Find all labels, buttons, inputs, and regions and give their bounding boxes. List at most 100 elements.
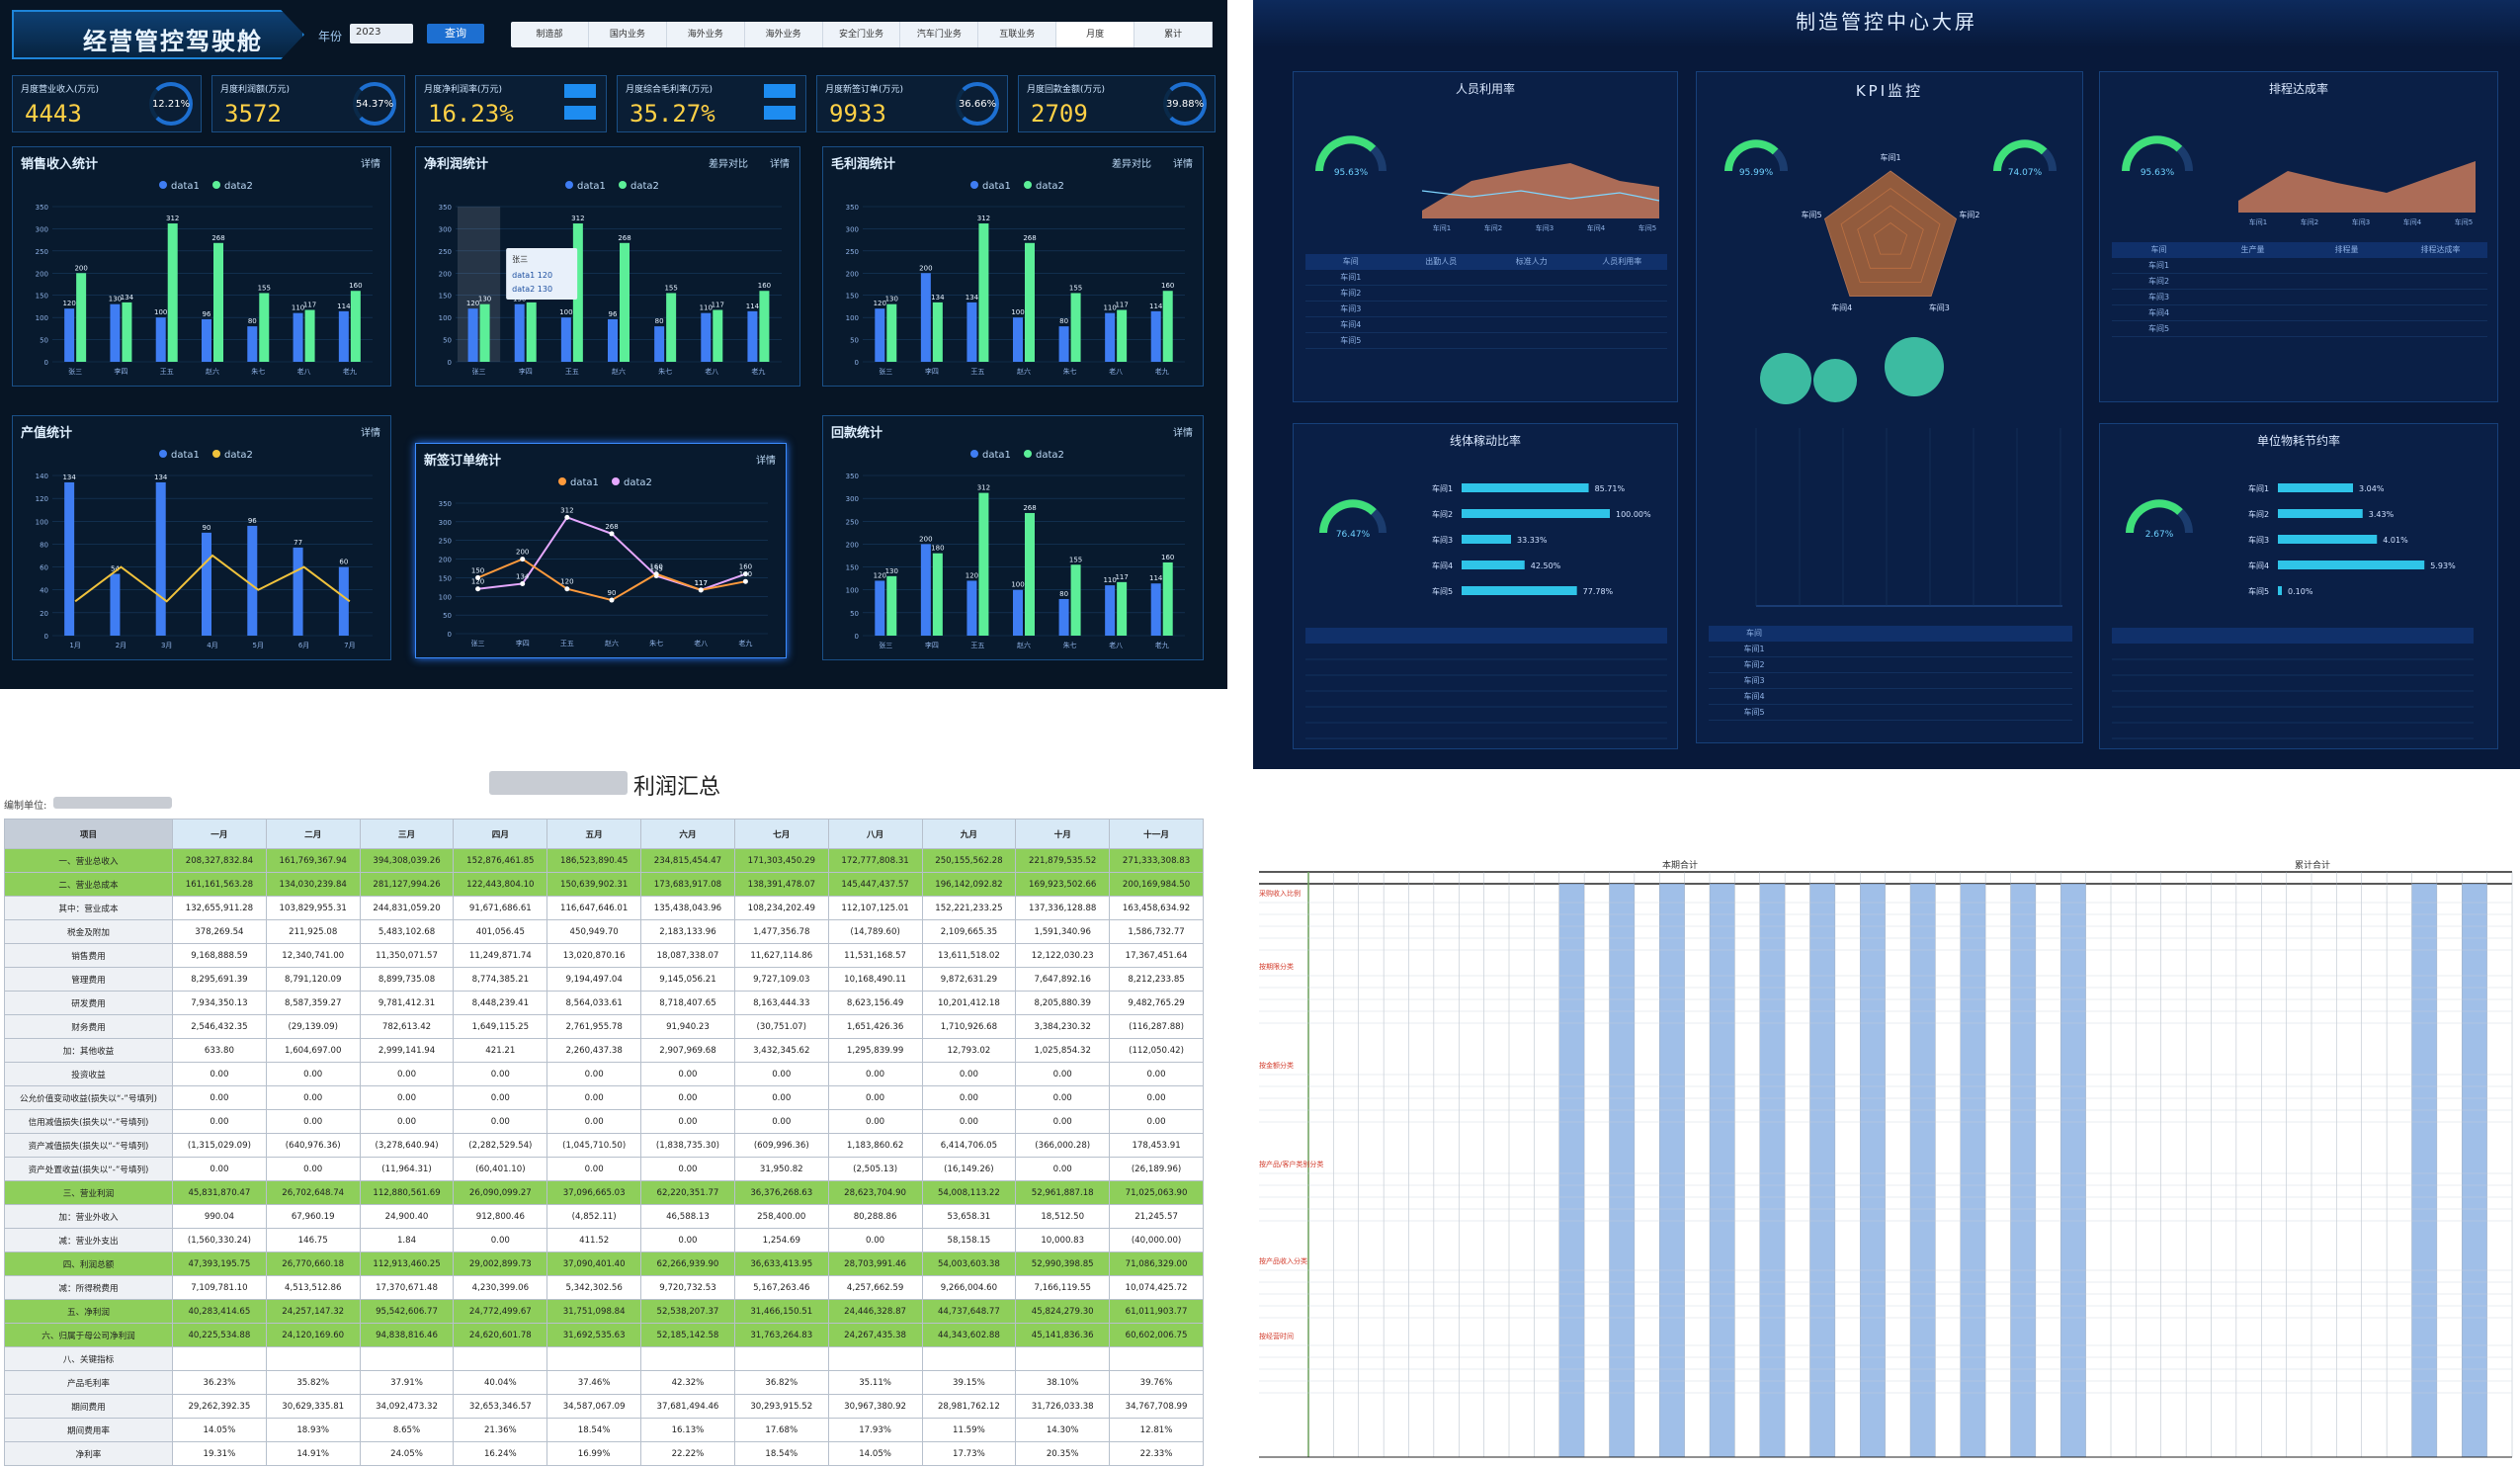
y-tick-label: 250: [439, 248, 452, 256]
compare-link[interactable]: 差异对比: [1112, 159, 1151, 170]
tab-item[interactable]: 安全门业务: [823, 22, 901, 47]
tab-item[interactable]: 汽车门业务: [900, 22, 979, 47]
table-cell: 7,647,892.16: [1015, 967, 1111, 992]
tab-item[interactable]: 月度: [1056, 22, 1135, 47]
compare-link[interactable]: 差异对比: [709, 159, 748, 170]
gauge-fill: [2126, 499, 2183, 534]
table-cell: 0.00: [827, 1062, 923, 1086]
bar: [759, 291, 770, 362]
table-row: 公允价值变动收益(损失以“-”号填列) 0.00 0.00 0.00 0.00 0.00 0…: [4, 1085, 1204, 1110]
table-cell: 8,718,407.65: [640, 991, 735, 1015]
bar-value-label: 155: [1069, 556, 1082, 563]
table-cell: (26,189.96): [1109, 1157, 1204, 1181]
table-cell: 10,168,490.11: [827, 967, 923, 992]
x-tick-label: 老九: [1155, 367, 1169, 376]
table-cell: 40,283,414.65: [172, 1299, 267, 1324]
table-cell: 2,183,133.96: [640, 919, 735, 944]
x-tick-label: 李四: [519, 367, 533, 376]
table-cell: 10,201,412.18: [921, 991, 1017, 1015]
header-cell: [1890, 626, 1981, 642]
table-cell: 12,122,030.23: [1015, 943, 1111, 968]
table-cell: 24.05%: [359, 1441, 455, 1466]
year-input[interactable]: 2023: [350, 24, 413, 43]
gauge-value: 95.63%: [1334, 168, 1369, 178]
bar: [259, 293, 270, 362]
tooltip-row: data2 130: [512, 285, 552, 294]
tab-item[interactable]: 制造部: [511, 22, 589, 47]
row-label: 公允价值变动收益(损失以“-”号填列): [4, 1085, 173, 1110]
row-label: 资产处置收益(损失以“-”号填列): [4, 1157, 173, 1181]
table-cell: 26,770,660.18: [265, 1251, 361, 1276]
table-cell: [1890, 657, 1981, 672]
tab-item[interactable]: 累计: [1134, 22, 1214, 47]
table-cell: (1,315,029.09): [172, 1133, 267, 1158]
bar-value-label: 155: [1069, 284, 1082, 292]
y-tick-label: 0: [44, 359, 48, 367]
table-cell: 7,166,119.55: [1015, 1275, 1111, 1300]
tab-item[interactable]: 国内业务: [589, 22, 667, 47]
table-cell: 0.00: [1015, 1157, 1111, 1181]
bar: [966, 580, 977, 636]
table-cell: 37,090,401.40: [546, 1251, 642, 1276]
table-cell: 135,438,043.96: [640, 896, 735, 920]
hbar-value: 85.71%: [1595, 484, 1626, 493]
table-cell: 36,633,413.95: [733, 1251, 829, 1276]
table-header: 车间 生产量 排程量 排程达成率: [2112, 242, 2487, 258]
kpi-tag: [764, 106, 796, 120]
table-cell: 108,234,202.49: [733, 896, 829, 920]
bar-value-label: 114: [1149, 574, 1163, 582]
bar-value-label: 134: [931, 294, 945, 302]
row-label: 减：营业外支出: [4, 1228, 173, 1252]
bar: [1105, 312, 1116, 362]
header-cell: 排程量: [2334, 245, 2359, 254]
table-cell: 163,458,634.92: [1109, 896, 1204, 920]
x-tick-label: 李四: [114, 367, 127, 376]
detail-link[interactable]: 详情: [1173, 428, 1193, 439]
table-cell: 0.00: [1109, 1062, 1204, 1086]
x-tick-label: 3月: [161, 642, 172, 649]
x-tick-label: 6月: [298, 642, 309, 649]
x-tick-label: 李四: [516, 639, 530, 647]
kpi-label: 月度净利润率(万元): [424, 85, 503, 95]
legend-swatch: [159, 181, 167, 189]
table-cell: 178,453.91: [1109, 1133, 1204, 1158]
table-cell: [1800, 642, 1890, 656]
table-cell: 250,155,562.28: [921, 848, 1017, 873]
table-cell: 0.00: [921, 1062, 1017, 1086]
table-cell: 0.00: [1015, 1085, 1111, 1110]
bar: [155, 317, 166, 362]
hbar: [1462, 535, 1511, 544]
bar: [1117, 581, 1128, 636]
detail-link[interactable]: 详情: [770, 159, 790, 170]
table-cell: 137,336,128.88: [1015, 896, 1111, 920]
detail-link[interactable]: 详情: [361, 428, 380, 439]
table-cell: 17.73%: [921, 1441, 1017, 1466]
panel-title: 毛利润统计: [831, 157, 896, 172]
table-cell: 8,295,691.39: [172, 967, 267, 992]
table-cell: 30,967,380.92: [827, 1394, 923, 1419]
table-cell: [1577, 286, 1668, 301]
detail-link[interactable]: 详情: [361, 159, 380, 170]
bar-value-label: 54: [111, 565, 120, 573]
column-header: 九月: [921, 819, 1017, 849]
table-cell: 45,831,870.47: [172, 1180, 267, 1205]
table-cell: 171,303,450.29: [733, 848, 829, 873]
tab-item[interactable]: 海外业务: [745, 22, 823, 47]
panel-title: 新签订单统计: [424, 454, 502, 469]
query-button[interactable]: 查询: [427, 24, 484, 43]
bar-value-label: 134: [62, 474, 76, 481]
x-tick-label: 张三: [879, 367, 892, 376]
bar-value-label: 268: [1023, 234, 1036, 242]
bar: [514, 303, 525, 362]
y-tick-label: 350: [439, 500, 452, 508]
tab-item[interactable]: 海外业务: [667, 22, 745, 47]
tab-item[interactable]: 互联业务: [978, 22, 1057, 47]
table-row: 管理费用 8,295,691.39 8,791,120.09 8,899,735.08…: [4, 967, 1204, 992]
detail-link[interactable]: 详情: [1173, 159, 1193, 170]
detail-link[interactable]: 详情: [756, 456, 776, 467]
hbar: [2278, 509, 2363, 518]
table-cell: (3,278,640.94): [359, 1133, 455, 1158]
y-tick-label: 350: [846, 473, 859, 480]
point-value-label: 200: [516, 549, 529, 557]
y-tick-label: 0: [855, 359, 859, 367]
